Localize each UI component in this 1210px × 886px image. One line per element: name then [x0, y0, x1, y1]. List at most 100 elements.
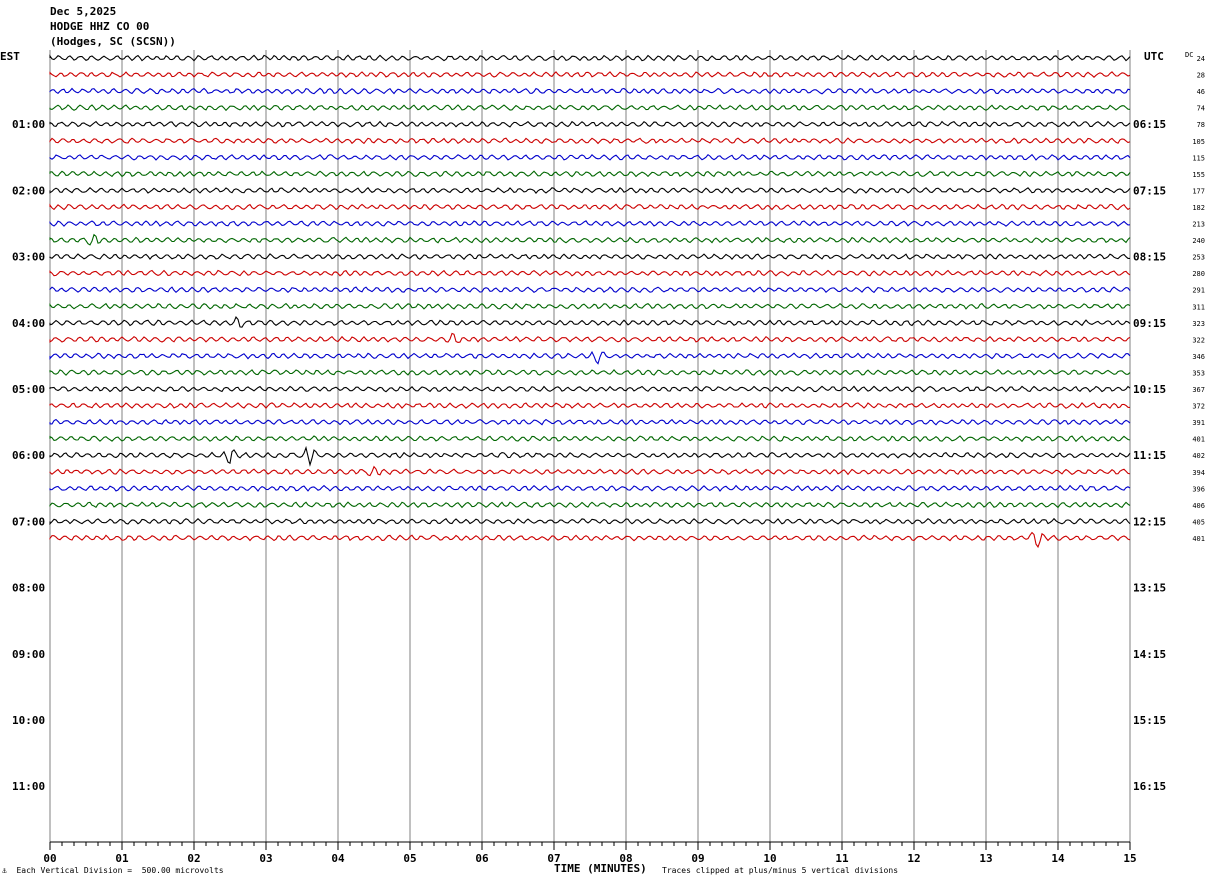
trace-line — [49, 269, 1131, 277]
dc-value: 346 — [1192, 353, 1205, 361]
hour-label-utc: 15:15 — [1133, 714, 1166, 727]
dc-value: 155 — [1192, 171, 1205, 179]
trace-line — [49, 465, 1131, 477]
trace-line — [49, 286, 1131, 294]
dc-header-label: DC — [1185, 51, 1193, 59]
x-axis-title: TIME (MINUTES) — [554, 862, 647, 875]
x-tick-label: 04 — [331, 852, 345, 865]
trace-line — [49, 137, 1131, 145]
trace-line — [49, 153, 1131, 161]
trace-line — [49, 253, 1130, 261]
hour-label-est: 07:00 — [12, 515, 45, 528]
hour-label-utc: 06:15 — [1133, 118, 1166, 131]
x-tick-label: 11 — [835, 852, 849, 865]
hour-label-est: 03:00 — [12, 251, 45, 264]
dc-value: 405 — [1192, 518, 1205, 526]
scale-icon: ⚓ — [2, 866, 7, 875]
hour-label-utc: 07:15 — [1133, 184, 1166, 197]
dc-value: 105 — [1192, 138, 1205, 146]
hour-label-utc: 12:15 — [1133, 515, 1166, 528]
dc-value: 182 — [1192, 204, 1205, 212]
dc-value: 396 — [1192, 485, 1205, 493]
dc-value: 46 — [1197, 88, 1205, 96]
left-timezone-label: EST — [0, 50, 20, 63]
hour-label-utc: 16:15 — [1133, 780, 1166, 793]
hour-label-est: 08:00 — [12, 582, 45, 595]
dc-value: 78 — [1197, 121, 1205, 129]
dc-value: 391 — [1192, 419, 1205, 427]
hour-label-utc: 08:15 — [1133, 251, 1166, 264]
clip-note: Traces clipped at plus/minus 5 vertical … — [662, 866, 899, 875]
trace-line — [49, 350, 1131, 365]
dc-value: 401 — [1192, 535, 1205, 543]
x-tick-label: 05 — [403, 852, 416, 865]
x-tick-label: 06 — [475, 852, 489, 865]
dc-value: 177 — [1192, 187, 1205, 195]
x-tick-label: 12 — [907, 852, 920, 865]
plot-header: Dec 5,2025 HODGE HHZ CO 00 (Hodges, SC (… — [50, 4, 176, 49]
trace-line — [49, 315, 1131, 328]
trace-line — [49, 517, 1131, 526]
scale-text: Each Vertical Division = 500.00 microvol… — [16, 866, 224, 875]
trace-line — [49, 531, 1131, 549]
x-tick-label: 03 — [259, 852, 272, 865]
trace-line — [49, 385, 1131, 393]
dc-value: 115 — [1192, 154, 1205, 162]
trace-line — [49, 170, 1131, 178]
trace-line — [49, 203, 1131, 211]
x-tick-label: 10 — [763, 852, 776, 865]
trace-line — [49, 418, 1131, 426]
dc-value: 240 — [1192, 237, 1205, 245]
hour-label-est: 04:00 — [12, 317, 45, 330]
dc-value: 323 — [1192, 320, 1205, 328]
seismic-traces — [49, 54, 1131, 549]
trace-line — [49, 120, 1131, 128]
hour-label-utc: 11:15 — [1133, 449, 1166, 462]
dc-value: 311 — [1192, 303, 1205, 311]
hour-label-est: 05:00 — [12, 383, 45, 396]
x-tick-label: 14 — [1051, 852, 1065, 865]
dc-value: 402 — [1192, 452, 1205, 460]
trace-line — [49, 220, 1131, 227]
dc-value: 28 — [1197, 72, 1205, 80]
hour-label-utc: 13:15 — [1133, 582, 1166, 595]
x-tick-label: 02 — [187, 852, 200, 865]
dc-value: 253 — [1192, 254, 1205, 262]
station-label: HODGE HHZ CO 00 — [50, 20, 150, 33]
hour-label-utc: 14:15 — [1133, 648, 1166, 661]
hour-label-est: 02:00 — [12, 184, 45, 197]
location-label: (Hodges, SC (SCSN)) — [50, 35, 176, 48]
hour-label-est: 06:00 — [12, 449, 45, 462]
x-tick-label: 07 — [547, 852, 560, 865]
trace-line — [49, 369, 1131, 376]
hour-label-est: 09:00 — [12, 648, 45, 661]
trace-line — [49, 302, 1131, 310]
trace-line — [49, 445, 1131, 467]
trace-line — [49, 332, 1131, 343]
hour-label-est: 11:00 — [12, 780, 45, 793]
trace-line — [49, 87, 1131, 95]
hour-label-utc: 10:15 — [1133, 383, 1166, 396]
hour-label-utc: 09:15 — [1133, 317, 1166, 330]
trace-line — [49, 402, 1131, 409]
scale-note: ⚓ Each Vertical Division = 500.00 microv… — [2, 866, 224, 875]
grid-lines — [49, 50, 1131, 850]
x-tick-label: 09 — [691, 852, 704, 865]
dc-value: 322 — [1192, 336, 1205, 344]
dc-value: 353 — [1192, 369, 1205, 377]
x-tick-label: 15 — [1123, 852, 1136, 865]
dc-value: 372 — [1192, 403, 1205, 411]
trace-line — [49, 71, 1131, 78]
trace-line — [49, 187, 1131, 194]
dc-value: 291 — [1192, 287, 1205, 295]
dc-value: 401 — [1192, 436, 1205, 444]
hour-label-est: 01:00 — [12, 118, 45, 131]
right-timezone-label: UTC — [1144, 50, 1164, 63]
dc-value: 394 — [1192, 469, 1205, 477]
trace-line — [49, 435, 1131, 443]
dc-value: 213 — [1192, 221, 1205, 229]
trace-line — [49, 484, 1131, 492]
trace-line — [49, 104, 1131, 112]
dc-value: 74 — [1197, 105, 1205, 113]
